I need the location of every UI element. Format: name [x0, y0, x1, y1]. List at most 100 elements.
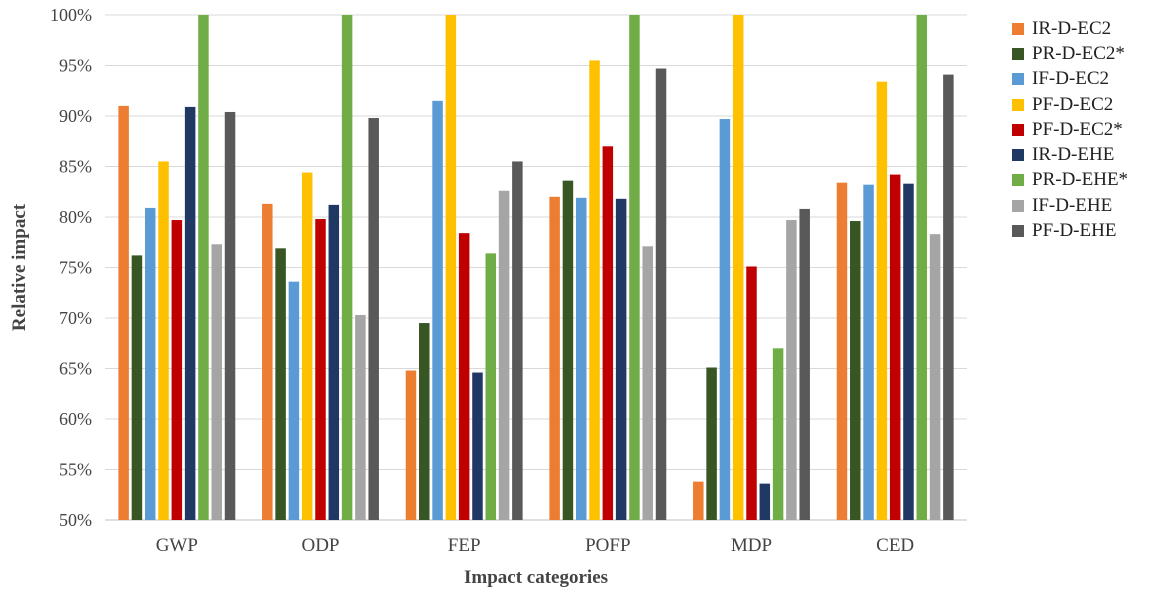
bar — [746, 266, 757, 520]
legend-swatch — [1012, 98, 1024, 111]
bar — [589, 60, 600, 520]
bar — [615, 198, 627, 520]
legend-label: IF-D-EHE — [1032, 194, 1113, 216]
x-tick-label: GWP — [156, 535, 198, 556]
chart-legend: IR-D-EC2 PR-D-EC2* IF-D-EC2 PF-D-EC2 PF-D-EC… — [1012, 16, 1128, 244]
bar — [706, 367, 717, 520]
bar — [131, 255, 143, 520]
bar — [562, 180, 574, 520]
bar — [549, 196, 560, 521]
bar — [863, 184, 874, 520]
y-tick-label: 75% — [59, 258, 92, 278]
bar — [498, 190, 510, 521]
bar — [328, 204, 340, 520]
bar — [512, 161, 523, 520]
bar — [458, 233, 470, 520]
legend-label: IR-D-EHE — [1032, 144, 1115, 166]
bar — [732, 15, 744, 520]
x-tick-label: POFP — [585, 535, 630, 556]
bar — [850, 221, 861, 521]
legend-label: PF-D-EC2 — [1032, 93, 1114, 115]
bar — [575, 197, 587, 520]
bar — [301, 172, 313, 520]
legend-item: IF-D-EHE — [1012, 193, 1128, 218]
bar — [355, 314, 366, 520]
legend-swatch — [1012, 123, 1024, 136]
bar — [889, 174, 901, 520]
y-tick-label: 80% — [59, 207, 92, 227]
bar — [445, 15, 457, 520]
x-tick-label: CED — [876, 535, 914, 556]
legend-swatch — [1012, 149, 1024, 162]
bar — [262, 203, 273, 520]
y-tick-label: 100% — [50, 5, 92, 25]
bar — [836, 182, 848, 520]
x-tick-label: ODP — [301, 535, 339, 556]
legend-swatch — [1012, 199, 1024, 212]
bar — [943, 74, 954, 520]
bar — [629, 15, 640, 520]
bar — [472, 372, 483, 520]
bar — [929, 234, 941, 521]
bar — [144, 207, 156, 520]
legend-label: PF-D-EC2* — [1032, 118, 1123, 140]
legend-label: PR-D-EHE* — [1032, 169, 1129, 191]
x-tick-label: FEP — [448, 535, 481, 556]
bar — [211, 244, 222, 520]
legend-item: PF-D-EC2 — [1012, 92, 1128, 117]
y-axis-title: Relative impact — [9, 203, 30, 331]
x-tick-label: MDP — [731, 535, 772, 556]
legend-item: IR-D-EHE — [1012, 142, 1128, 167]
legend-item: IF-D-EC2 — [1012, 67, 1128, 92]
legend-swatch — [1012, 22, 1024, 35]
bar — [288, 281, 300, 520]
legend-swatch — [1012, 174, 1024, 187]
y-tick-label: 55% — [59, 460, 92, 480]
legend-item: PR-D-EC2* — [1012, 41, 1128, 66]
bar — [432, 100, 443, 520]
legend-swatch — [1012, 47, 1024, 60]
y-tick-label: 85% — [59, 157, 92, 177]
bar — [275, 248, 286, 520]
legend-label: IR-D-EC2 — [1032, 17, 1112, 39]
bar — [602, 146, 614, 521]
legend-swatch — [1012, 73, 1024, 86]
bar — [759, 483, 771, 520]
bar — [158, 161, 169, 520]
y-tick-label: 65% — [59, 359, 92, 379]
bar — [876, 81, 888, 520]
x-axis-title: Impact categories — [464, 567, 608, 588]
legend-item: IR-D-EC2 — [1012, 16, 1128, 41]
bar — [184, 106, 196, 520]
bar — [315, 219, 326, 520]
bar — [485, 253, 497, 521]
y-tick-label: 60% — [59, 409, 92, 429]
bar — [224, 111, 236, 521]
bar — [198, 15, 209, 520]
legend-swatch — [1012, 225, 1024, 238]
bar — [419, 323, 430, 520]
bar — [642, 246, 653, 521]
legend-label: PF-D-EHE — [1032, 220, 1117, 242]
bar — [655, 68, 667, 520]
bar — [693, 481, 704, 520]
legend-item: PF-D-EC2* — [1012, 117, 1128, 142]
legend-label: IF-D-EC2 — [1032, 68, 1110, 90]
bar — [171, 220, 183, 520]
y-tick-label: 90% — [59, 106, 92, 126]
bar — [772, 348, 784, 520]
bar — [341, 15, 353, 520]
legend-label: PR-D-EC2* — [1032, 42, 1125, 64]
bar — [118, 105, 129, 521]
bar — [405, 370, 417, 520]
legend-item: PR-D-EHE* — [1012, 168, 1128, 193]
bar — [903, 183, 914, 521]
bar — [719, 119, 731, 520]
y-tick-label: 70% — [59, 308, 92, 328]
legend-item: PF-D-EHE — [1012, 218, 1128, 243]
bar — [368, 118, 379, 521]
bar — [916, 15, 928, 520]
y-tick-label: 95% — [59, 56, 92, 76]
